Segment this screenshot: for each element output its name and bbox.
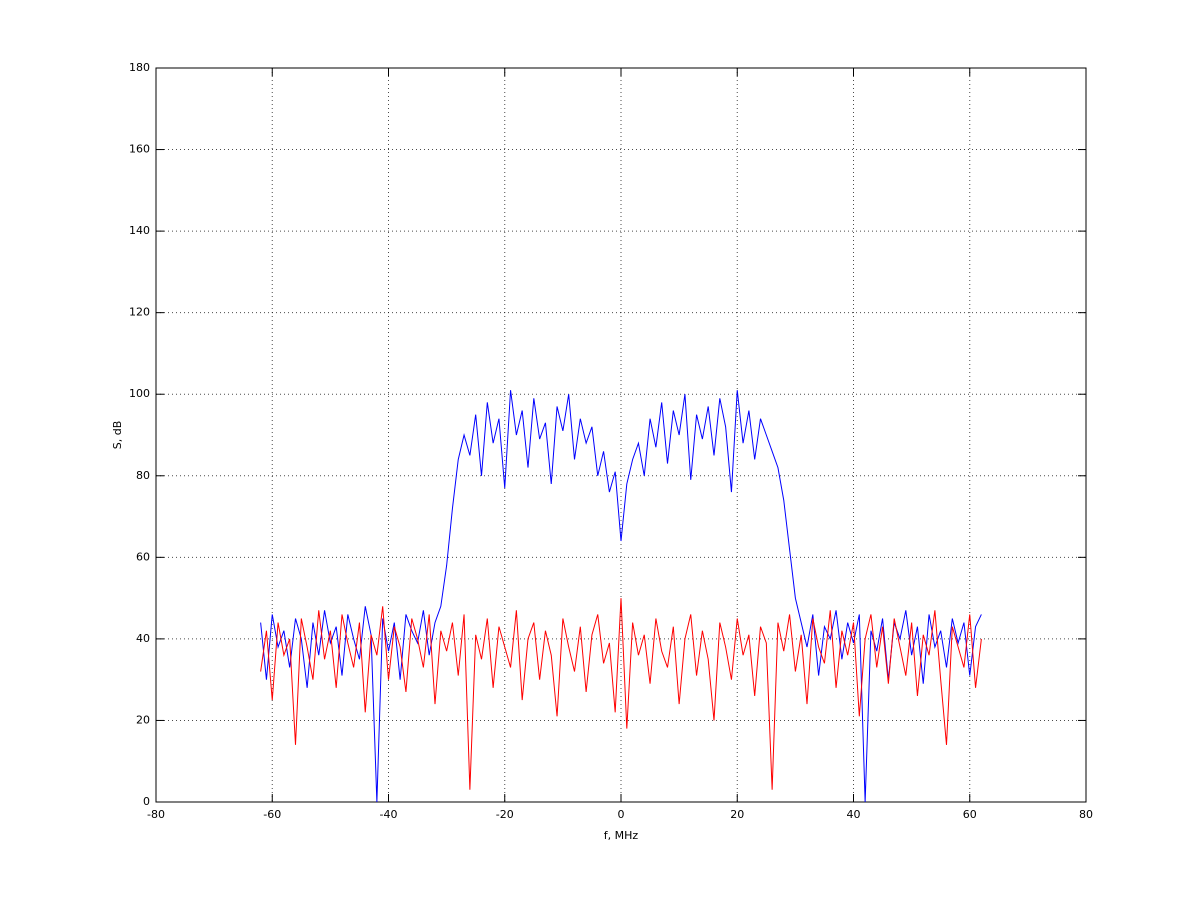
- plot-frame: [155, 67, 1087, 803]
- y-tick-label: 20: [136, 713, 150, 726]
- y-tick-label: 40: [136, 632, 150, 645]
- x-tick-label: -40: [380, 808, 398, 821]
- x-tick-label: -60: [263, 808, 281, 821]
- x-tick-label: 0: [618, 808, 625, 821]
- x-tick-label: 20: [730, 808, 744, 821]
- x-tick-label: -20: [496, 808, 514, 821]
- x-axis-label: f, MHz: [604, 829, 639, 842]
- y-tick-label: 120: [129, 306, 150, 319]
- y-tick-label: 0: [143, 795, 150, 808]
- x-tick-label: 40: [847, 808, 861, 821]
- y-tick-label: 140: [129, 224, 150, 237]
- data-line: [260, 598, 982, 790]
- y-axis-label: S, dB: [111, 421, 124, 450]
- x-tick-label: 80: [1079, 808, 1093, 821]
- y-tick-label: 100: [129, 387, 150, 400]
- y-tick-label: 80: [136, 469, 150, 482]
- x-tick-label: -80: [147, 808, 165, 821]
- x-tick-label: 60: [963, 808, 977, 821]
- y-tick-label: 160: [129, 143, 150, 156]
- y-tick-label: 60: [136, 550, 150, 563]
- y-tick-label: 180: [129, 61, 150, 74]
- data-line: [260, 390, 982, 803]
